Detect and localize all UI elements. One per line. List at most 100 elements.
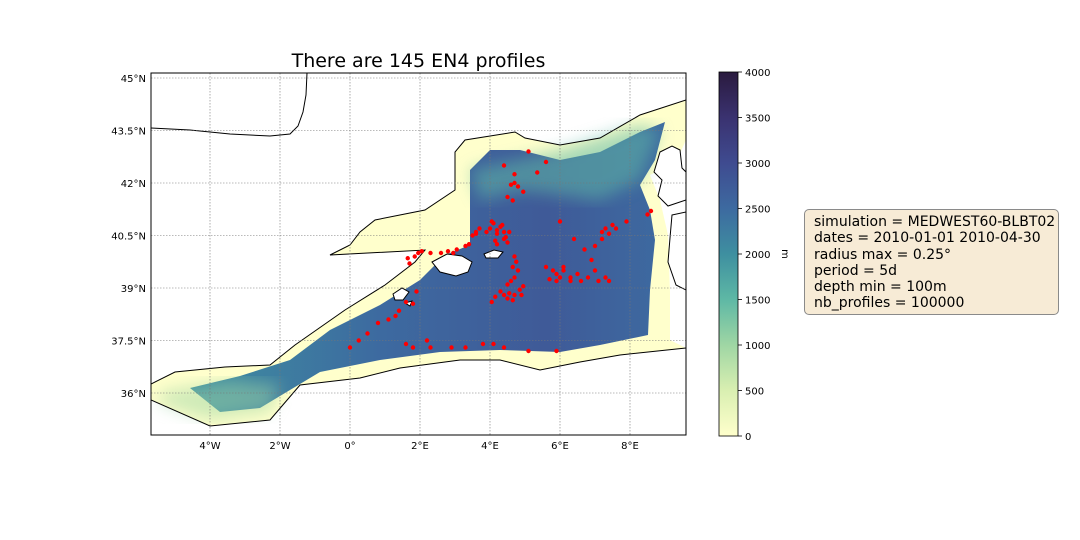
map-frame [150,72,687,436]
latitude-labels: 45°N 43.5°N 42°N 40.5°N 39°N 37.5°N 36°N [111,74,146,400]
profile-marker [416,250,421,256]
colorbar-tick-label: 1500 [745,296,770,307]
profile-marker [582,247,587,252]
colorbar-ticks: 0 500 1000 1500 2000 2500 3000 3500 4000 [738,68,770,443]
profile-marker [512,254,517,259]
profile-marker [589,257,594,263]
lat-tick-label: 45°N [121,74,146,85]
info-period: period = 5d [814,262,898,279]
profile-marker [557,275,563,280]
profile-marker [470,233,475,238]
island-corsica [653,145,686,207]
profile-marker [451,250,456,256]
colorbar-tick-label: 4000 [745,68,770,79]
info-depth: depth min = 100m [814,279,947,296]
island-menorca [483,249,504,259]
profile-marker [424,338,430,343]
profile-marker [554,278,559,284]
profile-marker [508,182,514,187]
lat-tick-label: 43.5°N [111,127,146,138]
profile-marker [610,222,615,228]
profile-marker [624,219,629,224]
profile-marker [501,345,507,350]
profile-marker [508,278,514,284]
profile-marker [505,282,510,287]
profile-marker [568,278,573,284]
lat-tick-label: 37.5°N [111,337,146,348]
colorbar-tick-label: 3500 [745,114,770,125]
profile-marker [547,277,552,282]
profile-marker [477,226,482,231]
map-title: There are 145 EN4 profiles [291,50,546,72]
profile-marker [514,259,519,264]
profile-marker [412,254,417,259]
colorbar-tick-label: 500 [745,387,764,398]
profile-marker [493,238,498,243]
profile-marker [512,172,517,177]
profile-marker [454,247,459,252]
lon-tick-label: 2°W [269,441,290,452]
info-box: simulation = MEDWEST60-BLBT02 dates = 20… [804,209,1059,315]
profile-marker [428,250,433,256]
colorbar-tick-label: 1000 [745,341,770,352]
profile-marker [505,194,510,200]
profile-marker [554,271,559,277]
profile-marker [365,331,370,336]
coastline-south [151,347,686,427]
profile-marker [648,208,654,214]
profile-marker [507,229,512,235]
profile-marker [517,287,522,292]
profile-marker [463,345,468,350]
profile-marker [510,264,515,270]
profile-marker [603,226,608,231]
profile-marker [407,261,412,266]
profile-marker [403,341,409,347]
profile-marker [463,243,468,249]
profile-marker [494,231,500,236]
info-simulation: simulation = MEDWEST60-BLBT02 [814,214,1056,230]
profile-marker [557,219,563,224]
profile-marker [419,249,424,254]
profile-marker [505,240,510,245]
profile-marker [512,292,517,298]
coastline-biscay [151,73,308,137]
profile-marker [428,345,433,350]
profile-marker [585,275,591,280]
island-ibiza [392,287,410,301]
profile-marker [575,271,580,277]
profile-marker [561,264,566,270]
profile-marker [603,275,608,280]
profile-marker [494,242,500,247]
lat-tick-label: 36°N [121,389,146,400]
info-nb-profiles: nb_profiles = 100000 [814,295,965,312]
profile-marker [613,226,619,231]
profile-marker [510,198,515,203]
sea-deep [190,122,665,412]
profile-marker [510,298,515,303]
profile-marker [578,278,584,284]
profile-marker [501,229,507,235]
profile-marker [599,236,605,242]
profile-marker [489,219,494,224]
profile-marker [599,229,605,235]
profile-marker [543,159,549,165]
profile-marker [592,243,598,249]
profile-marker [592,268,598,273]
profile-marker [505,296,510,301]
profile-marker [535,170,540,175]
lon-tick-label: 8°E [621,441,639,452]
profile-marker [606,231,612,236]
profile-marker [512,275,517,280]
profile-marker [571,236,577,242]
profile-marker [596,278,601,284]
profile-marker [414,289,419,294]
profile-marker [501,163,507,168]
lon-tick-label: 6°E [551,441,569,452]
profile-marker [521,284,526,289]
profile-marker [554,348,559,354]
profile-marker [473,231,479,236]
profile-marker [487,226,493,231]
profile-marker [489,299,494,305]
profile-marker [493,294,498,299]
